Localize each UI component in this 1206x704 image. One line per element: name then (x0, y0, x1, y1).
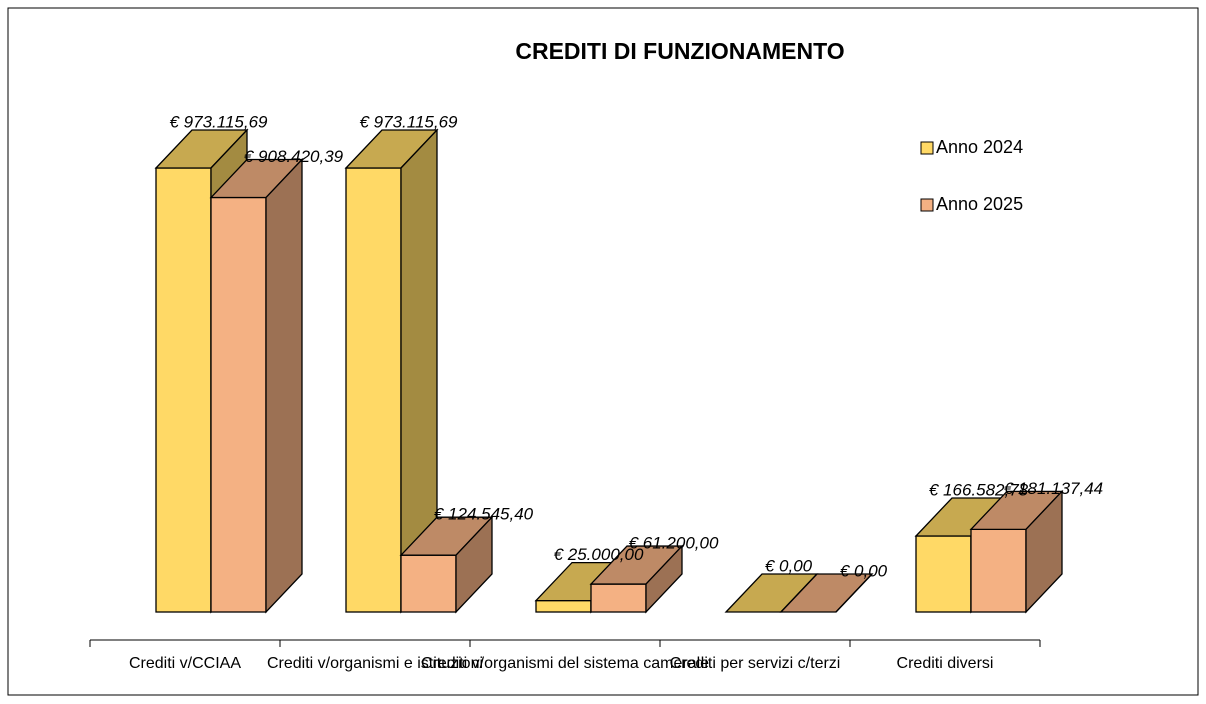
value-label: € 0,00 (840, 561, 888, 580)
bar-side (265, 157, 303, 614)
bar-front (155, 167, 212, 613)
value-label: € 61.200,00 (629, 534, 719, 553)
bar-front (970, 528, 1027, 613)
bar-side (645, 544, 683, 614)
legend-swatch (920, 198, 934, 212)
value-label: € 166.582,78 (929, 480, 1029, 499)
legend-label: Anno 2024 (936, 137, 1023, 157)
x-tick-label: Crediti v/CCIAA (129, 655, 241, 672)
bar-side (455, 515, 493, 614)
x-tick-label: Crediti v/organismi e istituzioni (267, 655, 483, 672)
value-label: € 124.545,40 (434, 505, 534, 524)
bar-side (835, 573, 873, 613)
legend-swatch (920, 141, 934, 155)
value-label: € 973.115,69 (170, 112, 269, 131)
bar-side (1025, 489, 1063, 614)
x-tick-label: Crediti v/organismi del sistema camerale (421, 655, 709, 672)
value-label: € 908.420,39 (244, 147, 344, 166)
bar-front (210, 196, 267, 613)
legend-label: Anno 2025 (936, 194, 1023, 214)
bar-front (535, 599, 592, 613)
value-label: € 25.000,00 (554, 545, 644, 564)
bar-front (345, 167, 402, 613)
value-label: € 973.115,69 (360, 112, 459, 131)
bar-front (590, 583, 647, 613)
value-label: € 181.137,44 (1004, 479, 1103, 498)
bar-front (400, 554, 457, 613)
value-label: € 0,00 (765, 556, 813, 575)
x-tick-label: Crediti per servizi c/terzi (670, 655, 841, 672)
x-tick-label: Crediti diversi (897, 655, 994, 672)
chart-title: CREDITI DI FUNZIONAMENTO (515, 38, 844, 64)
bar-front (915, 535, 972, 613)
